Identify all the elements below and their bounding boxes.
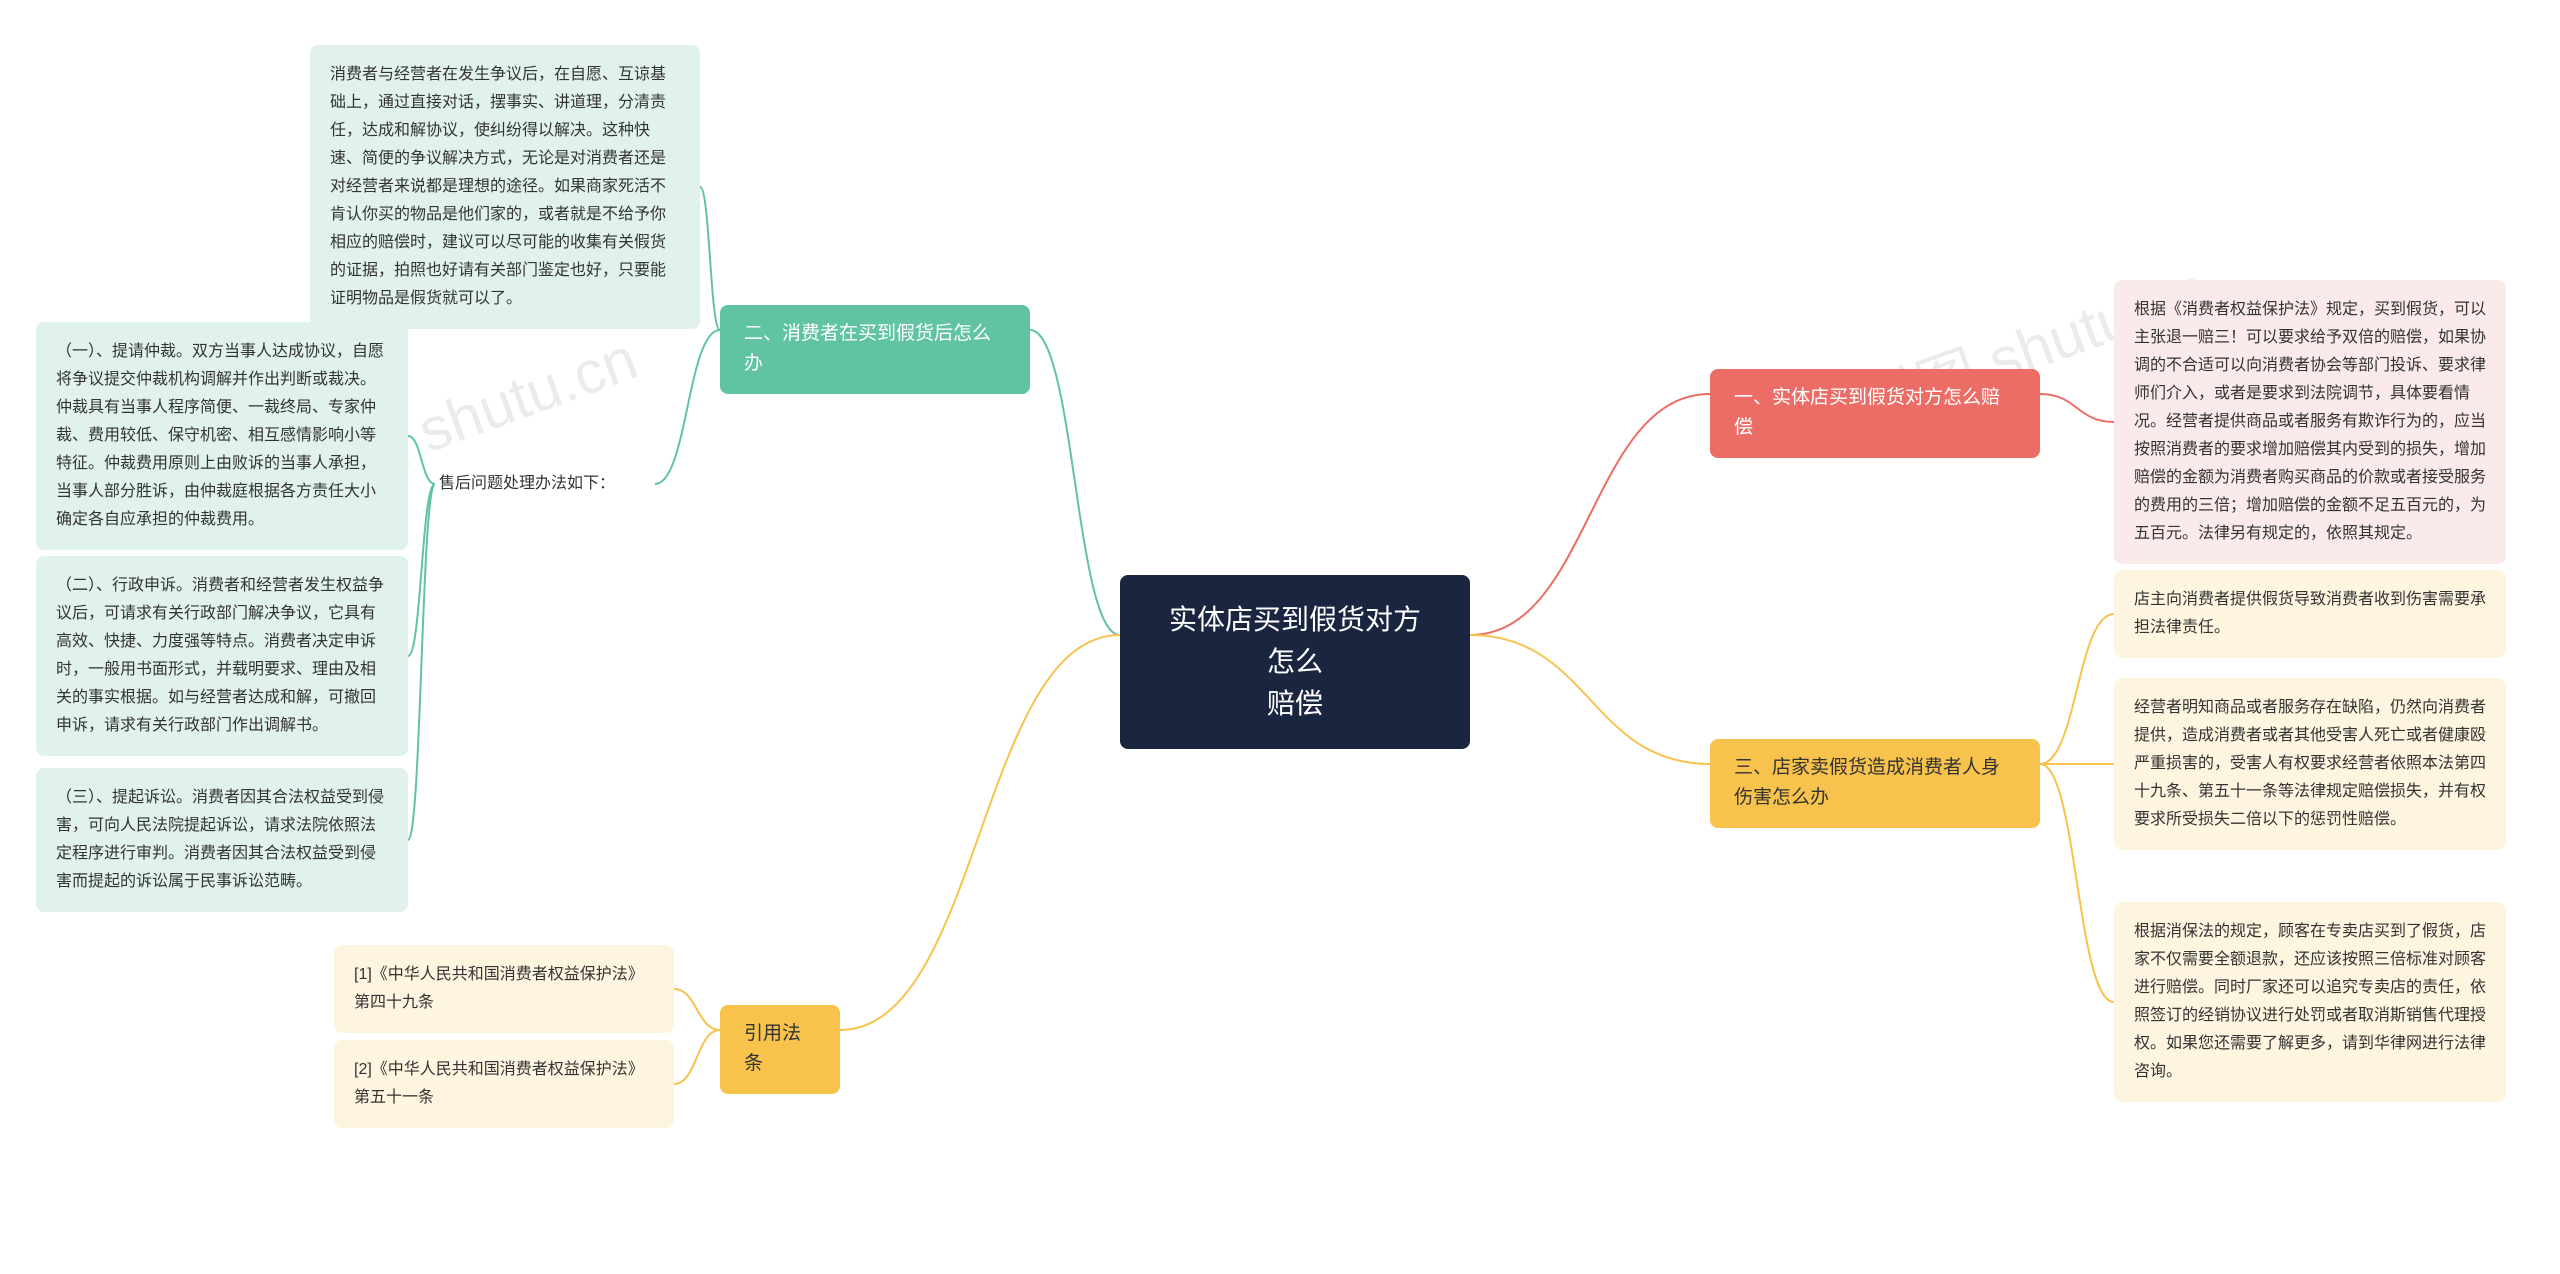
leaf-b3-1: 经营者明知商品或者服务存在缺陷，仍然向消费者提供，造成消费者或者其他受害人死亡或…: [2114, 678, 2506, 850]
leaf-b2-0: 消费者与经营者在发生争议后，在自愿、互谅基础上，通过直接对话，摆事实、讲道理，分…: [310, 45, 700, 329]
leaf-b1-0: 根据《消费者权益保护法》规定，买到假货，可以主张退一赔三！可以要求给予双倍的赔偿…: [2114, 280, 2506, 564]
leaf-b4-1: [2]《中华人民共和国消费者权益保护法》第五十一条: [334, 1040, 674, 1128]
branch-b1: 一、实体店买到假货对方怎么赔偿: [1710, 369, 2040, 458]
leaf-b4-0: [1]《中华人民共和国消费者权益保护法》第四十九条: [334, 945, 674, 1033]
branch-b4: 引用法条: [720, 1005, 840, 1094]
subleaf-b2-1-0: （一）、提请仲裁。双方当事人达成协议，自愿将争议提交仲裁机构调解并作出判断或裁决…: [36, 322, 408, 550]
leaf-b3-2: 根据消保法的规定，顾客在专卖店买到了假货，店家不仅需要全额退款，还应该按照三倍标…: [2114, 902, 2506, 1102]
center-node: 实体店买到假货对方怎么 赔偿: [1120, 575, 1470, 749]
branch-b3: 三、店家卖假货造成消费者人身伤害怎么办: [1710, 739, 2040, 828]
branch-b2: 二、消费者在买到假货后怎么办: [720, 305, 1030, 394]
leaf-b3-0: 店主向消费者提供假货导致消费者收到伤害需要承担法律责任。: [2114, 570, 2506, 658]
leaf-b2-1: 售后问题处理办法如下：: [435, 462, 655, 506]
subleaf-b2-1-2: （三）、提起诉讼。消费者因其合法权益受到侵害，可向人民法院提起诉讼，请求法院依照…: [36, 768, 408, 912]
subleaf-b2-1-1: （二）、行政申诉。消费者和经营者发生权益争议后，可请求有关行政部门解决争议，它具…: [36, 556, 408, 756]
